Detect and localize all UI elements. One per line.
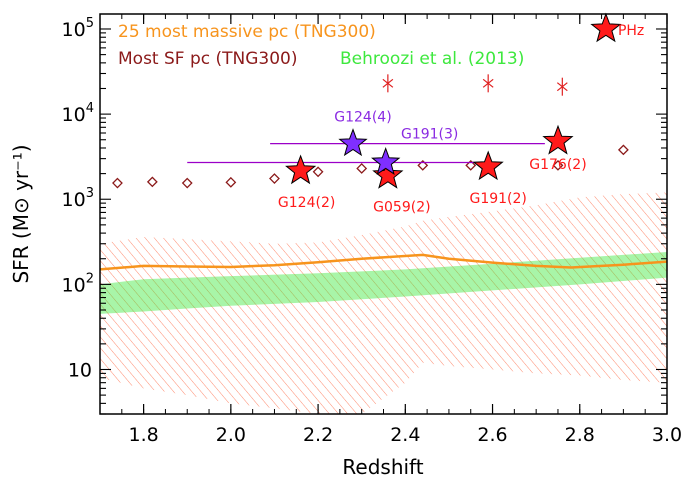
asterisk-arm [482, 78, 494, 88]
most-sf-asterisk [482, 74, 494, 93]
most-sf-point [552, 159, 564, 171]
y-tick-label: 103 [62, 186, 94, 211]
marks-layer: G124(2) G059(2) G191(2) G176(2) PHz G124(4) G1… [112, 12, 644, 216]
x-tick-label: 2.6 [477, 424, 507, 446]
most-sf-point [269, 173, 280, 184]
most-sf-point [225, 176, 237, 188]
red-star-marker [542, 124, 574, 155]
legend-entry-most-sf: Most SF pc (TNG300) [118, 49, 298, 69]
y-tick-label: 102 [62, 271, 94, 296]
asterisk-arm [382, 78, 394, 88]
purple-star-label: G191(3) [401, 127, 458, 143]
red-star-label: G176(2) [529, 157, 586, 173]
y-tick-label: 104 [62, 101, 94, 126]
y-tick-label: 105 [62, 16, 94, 41]
x-tick-label: 2.4 [390, 424, 420, 446]
plot-area [100, 192, 667, 414]
purple-star-marker [371, 147, 401, 175]
purple-star-label: G124(4) [334, 110, 391, 126]
behroozi-band [100, 252, 667, 314]
most-sf-point [356, 163, 368, 174]
purple-star-marker [338, 128, 368, 157]
massive-band-hatch [100, 192, 667, 414]
most-sf-point [112, 177, 123, 189]
x-tick-label: 2.2 [303, 424, 333, 446]
asterisk-arm [556, 82, 568, 92]
x-axis-title: Redshift [342, 455, 423, 479]
red-star-label: PHz [618, 23, 644, 39]
axes: 1.8 2.0 2.2 2.4 2.6 2.8 3.0 10 102 103 104 105 [62, 14, 682, 446]
most-sf-point [146, 176, 158, 188]
most-sf-point [465, 159, 477, 171]
red-star-marker [472, 150, 504, 181]
legend-entry-massive: 25 most massive pc (TNG300) [118, 22, 376, 42]
red-star-marker [590, 12, 622, 43]
y-tick-label: 10 [68, 359, 92, 381]
massive-median-line [100, 253, 667, 271]
x-tick-label: 1.8 [129, 424, 159, 446]
most-sf-asterisk [382, 74, 394, 93]
red-star-marker [372, 159, 404, 189]
most-sf-point [617, 144, 629, 156]
red-star-label: G191(2) [469, 191, 526, 207]
x-tick-label: 2.0 [216, 424, 246, 446]
red-star-marker [285, 154, 317, 185]
legend-entry-behroozi: Behroozi et al. (2013) [340, 49, 524, 69]
y-axis-title: SFR (M⊙ yr⁻¹) [9, 144, 33, 283]
red-star-label: G059(2) [373, 200, 430, 216]
x-tick-label: 2.8 [565, 424, 595, 446]
most-sf-point [417, 159, 429, 171]
red-star-label: G124(2) [278, 195, 335, 211]
x-tick-label: 3.0 [652, 424, 682, 446]
most-sf-point [312, 166, 324, 178]
most-sf-point [181, 177, 193, 189]
most-sf-asterisk [556, 77, 568, 96]
